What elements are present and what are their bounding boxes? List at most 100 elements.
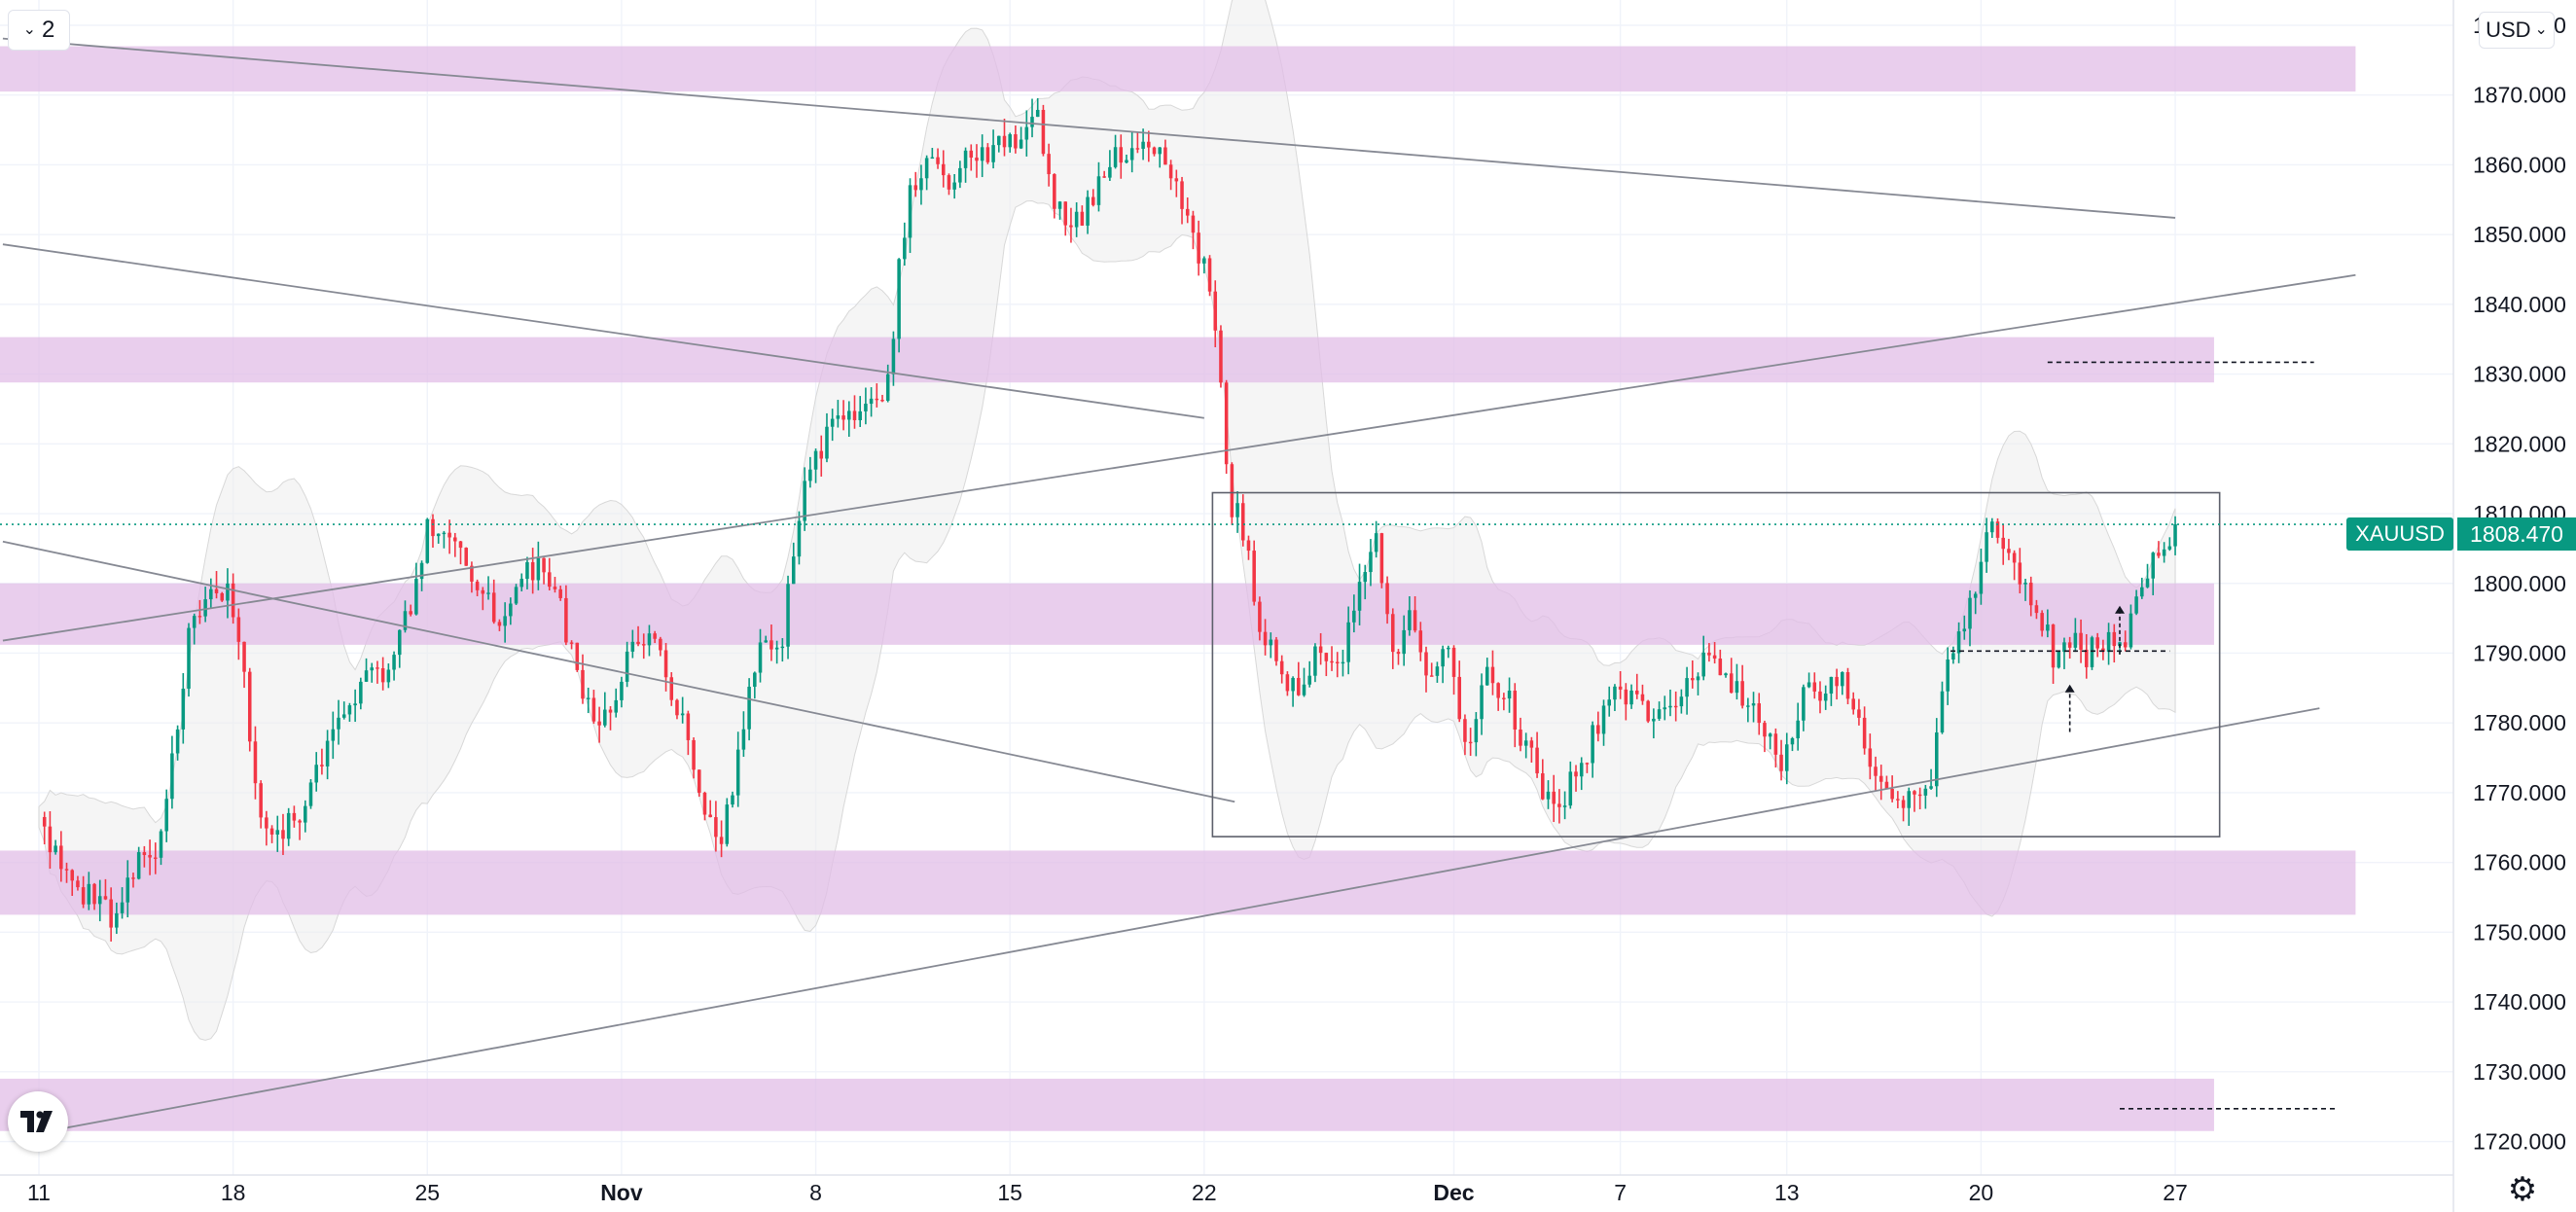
candle-body — [164, 799, 168, 832]
candle-body — [87, 883, 91, 905]
candle-body — [1307, 675, 1311, 685]
candle-body — [1447, 647, 1450, 650]
candle-body — [1751, 703, 1756, 706]
candle-body — [2085, 649, 2089, 667]
candle-body — [48, 826, 53, 853]
candle-body — [1841, 672, 1844, 687]
candle-body — [181, 689, 186, 730]
chevron-down-icon: ⌄ — [2534, 21, 2548, 38]
candle-body — [1379, 533, 1384, 584]
candle-body — [59, 845, 63, 870]
candle-body — [569, 642, 574, 644]
candle-body — [553, 587, 557, 589]
candle-body — [1757, 703, 1762, 724]
candle-body — [852, 410, 857, 421]
price-tick-label: 1730.000 — [2473, 1059, 2566, 1085]
candle-body — [1746, 705, 1750, 707]
candle-body — [581, 669, 585, 699]
time-tick-label: 20 — [1969, 1180, 1994, 1205]
candle-body — [1940, 691, 1945, 732]
candle-body — [1601, 705, 1606, 734]
candle-body — [509, 603, 513, 617]
candle-body — [1408, 610, 1412, 630]
candle-body — [1890, 789, 1894, 800]
candle-body — [1962, 628, 1967, 632]
candle-body — [903, 237, 907, 260]
candle-body — [220, 592, 225, 601]
candle-body — [397, 629, 402, 656]
candle-body — [115, 912, 119, 928]
candle-body — [647, 633, 652, 646]
candle-body — [1812, 682, 1817, 692]
tradingview-logo-icon[interactable] — [8, 1091, 68, 1152]
candle-body — [1779, 754, 1783, 771]
candle-body — [2001, 537, 2005, 550]
candle-body — [1197, 232, 1200, 264]
candle-body — [1956, 631, 1961, 654]
candle-body — [1053, 174, 1056, 209]
candle-body — [519, 579, 524, 588]
candle-body — [1835, 676, 1839, 687]
arrow-head — [2115, 605, 2125, 614]
candle-body — [42, 816, 47, 827]
time-tick-label: 7 — [1614, 1180, 1627, 1205]
candle-body — [2012, 553, 2017, 563]
candle-body — [1324, 653, 1329, 661]
candle-body — [1441, 649, 1445, 667]
candle-body — [692, 739, 696, 770]
candle-body — [2090, 637, 2094, 667]
candle-body — [564, 597, 568, 643]
candle-body — [1985, 532, 1988, 562]
candle-body — [1874, 766, 1878, 776]
candle-body — [1363, 572, 1368, 583]
candle-body — [1213, 291, 1218, 331]
candle-body — [425, 518, 430, 563]
candle-body — [109, 899, 113, 928]
time-tick-label: 11 — [27, 1180, 51, 1205]
candle-body — [236, 617, 241, 642]
tradingview-logo-glyph — [20, 1111, 53, 1132]
drawing-tools — [0, 37, 2453, 1129]
currency-selector-button[interactable]: USD ⌄ — [2479, 12, 2555, 49]
interval-selector-button[interactable]: ⌄ 2 — [8, 10, 70, 51]
candle-body — [120, 902, 125, 913]
candle-body — [1845, 672, 1850, 699]
candle-body — [869, 398, 874, 405]
candle-body — [286, 812, 291, 839]
candle-body — [780, 646, 785, 649]
candle-body — [1147, 141, 1151, 148]
candle-body — [741, 729, 746, 750]
time-tick-label: 27 — [2163, 1180, 2188, 1205]
candle-body — [1729, 673, 1734, 694]
candle-body — [269, 828, 274, 835]
candle-body — [1668, 705, 1672, 708]
candle-body — [1652, 718, 1656, 722]
candle-body — [281, 830, 285, 839]
candle-body — [1646, 700, 1650, 722]
candle-body — [930, 157, 935, 160]
candle-body — [636, 641, 640, 645]
candle-body — [1252, 551, 1256, 602]
trendline — [2, 540, 1235, 803]
candle-body — [2129, 613, 2133, 648]
candle-body — [608, 709, 613, 713]
candle-body — [97, 896, 102, 905]
candle-body — [1934, 731, 1939, 787]
candle-body — [337, 717, 340, 730]
candle-body — [1884, 781, 1889, 790]
candle-body — [292, 812, 297, 821]
candlestick-series — [42, 97, 2177, 942]
candle-body — [1457, 676, 1461, 720]
candle-body — [719, 837, 724, 844]
candle-body — [1224, 382, 1229, 465]
gear-icon[interactable]: ⚙ — [2507, 1171, 2538, 1208]
candle-body — [2167, 546, 2172, 550]
candle-body — [136, 852, 141, 879]
candle-body — [1119, 147, 1124, 163]
candle-body — [1297, 677, 1301, 695]
candle-body — [142, 852, 147, 856]
candle-body — [436, 533, 441, 537]
candle-body — [1429, 675, 1434, 677]
candle-body — [1330, 660, 1334, 663]
